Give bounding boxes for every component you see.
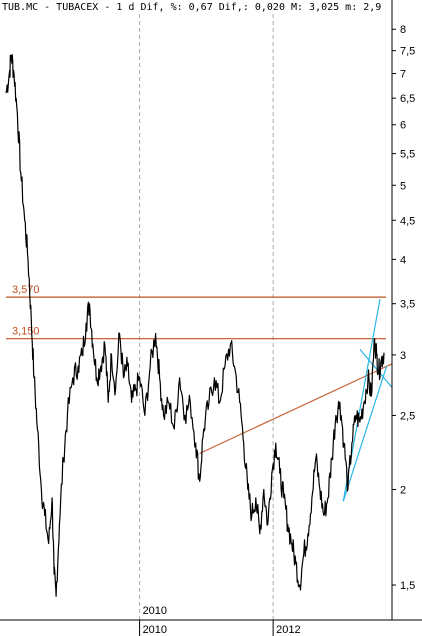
x-tick-label: 2010	[143, 624, 167, 636]
x-period-label: 2010	[143, 605, 167, 617]
y-tick-label: 7,5	[400, 46, 415, 58]
x-axis-ticks: 2010 2012 2010	[139, 605, 301, 636]
y-tick-label: 5,5	[400, 149, 415, 161]
y-tick-label: 6,5	[400, 93, 415, 105]
y-tick-label: 3	[400, 350, 406, 362]
y-tick-label: 2	[400, 485, 406, 497]
chart-header: TUB.MC - TUBACEX - 1 d Dif, %: 0,67 Dif,…	[2, 2, 381, 13]
y-tick-label: 3,5	[400, 299, 415, 311]
y-tick-label: 1,5	[400, 580, 415, 592]
y-tick-label: 7	[400, 69, 406, 81]
trend-line	[359, 349, 393, 388]
price-series-line	[5, 54, 385, 597]
y-tick-label: 4,5	[400, 215, 415, 227]
horizontal-levels: 3,570 3,150	[6, 284, 386, 340]
y-tick-label: 8	[400, 24, 406, 36]
resistance-level-label: 3,570	[12, 284, 40, 296]
y-tick-label: 2,5	[400, 410, 415, 422]
resistance-level-label: 3,150	[12, 326, 40, 338]
trend-line	[199, 363, 393, 454]
time-dividers	[139, 14, 274, 620]
x-tick-label: 2012	[276, 624, 300, 636]
y-axis-ticks: 8 7,5 7 6,5 6 5,5 5 4,5 4 3,5 3 2,5 2 1,5	[392, 24, 415, 592]
y-tick-label: 6	[400, 120, 406, 132]
trend-line	[342, 365, 388, 502]
y-tick-label: 5	[400, 180, 406, 192]
y-tick-label: 4	[400, 254, 406, 266]
